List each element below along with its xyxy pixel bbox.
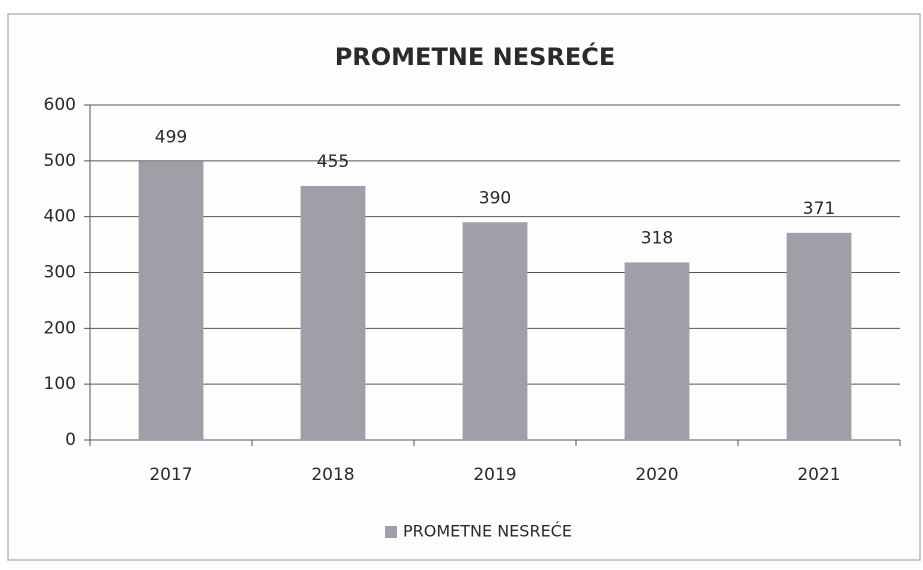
y-tick-label: 600 (44, 95, 76, 115)
bar (624, 262, 690, 440)
data-label: 499 (155, 127, 187, 147)
y-tick-label: 300 (44, 263, 76, 283)
bar (462, 222, 528, 440)
y-tick-label: 500 (44, 151, 76, 171)
x-tick-label: 2019 (473, 465, 516, 485)
bar (300, 185, 366, 440)
chart-title: PROMETNE NESREĆE (335, 41, 616, 71)
bar (786, 232, 852, 440)
x-tick-label: 2017 (149, 465, 192, 485)
data-label: 371 (803, 199, 835, 219)
x-tick-label: 2018 (311, 465, 354, 485)
data-label: 455 (317, 152, 349, 172)
x-tick-label: 2021 (797, 465, 840, 485)
legend-label: PROMETNE NESREĆE (403, 522, 572, 541)
y-tick-label: 0 (65, 430, 76, 450)
data-label: 318 (641, 228, 673, 248)
x-tick-label: 2020 (635, 465, 678, 485)
data-label: 390 (479, 188, 511, 208)
y-tick-label: 100 (44, 374, 76, 394)
legend-swatch (385, 526, 397, 538)
y-tick-label: 400 (44, 207, 76, 227)
y-tick-label: 200 (44, 318, 76, 338)
bar (138, 161, 204, 440)
